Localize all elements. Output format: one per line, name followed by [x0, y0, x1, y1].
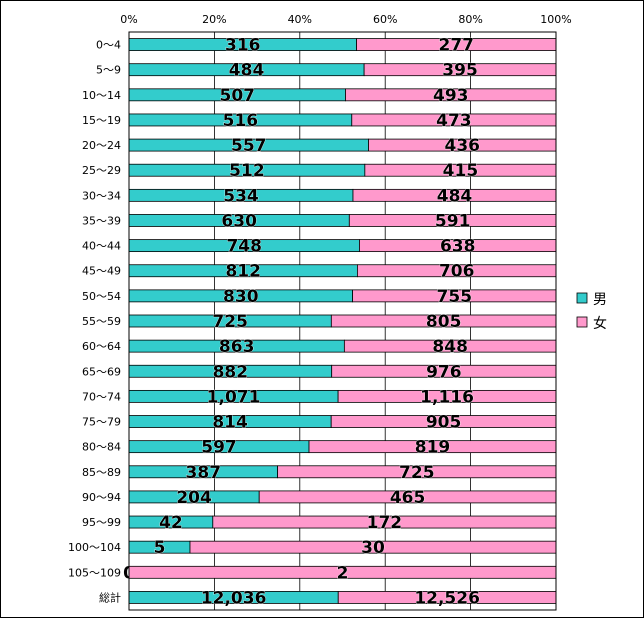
category-label: 50〜54 [82, 290, 121, 303]
category-label: 105〜109 [68, 566, 121, 579]
category-label: 総計 [99, 590, 121, 604]
data-label-female: 819 [415, 438, 451, 458]
category-label: 10〜14 [82, 89, 121, 102]
data-label-female: 493 [433, 86, 469, 106]
category-label: 55〜59 [82, 315, 121, 328]
data-label-male: 882 [213, 362, 249, 382]
data-label-female: 706 [439, 262, 475, 282]
data-label-female: 465 [390, 488, 426, 508]
data-label-female: 2 [337, 563, 349, 583]
data-label-female: 725 [399, 463, 435, 483]
data-label-male: 42 [159, 513, 183, 533]
category-label: 75〜79 [82, 416, 121, 429]
data-label-female: 277 [439, 36, 475, 56]
data-label-male: 204 [176, 488, 212, 508]
x-tick-label: 40% [288, 13, 312, 26]
category-label: 20〜24 [82, 139, 121, 152]
data-label-female: 30 [361, 538, 385, 558]
data-label-male: 814 [212, 413, 248, 433]
data-label-female: 473 [436, 111, 472, 131]
legend-label: 男 [593, 292, 607, 308]
data-label-male: 748 [226, 237, 262, 257]
data-label-female: 976 [426, 362, 462, 382]
data-label-female: 172 [367, 513, 403, 533]
data-label-female: 848 [432, 337, 468, 357]
data-label-male: 516 [223, 111, 259, 131]
data-label-male: 5 [154, 538, 166, 558]
x-tick-label: 0% [120, 13, 137, 26]
category-label: 65〜69 [82, 365, 121, 378]
category-label: 95〜99 [82, 516, 121, 529]
x-tick-label: 80% [458, 13, 482, 26]
data-label-female: 12,526 [414, 588, 480, 608]
category-label: 25〜29 [82, 164, 121, 177]
data-label-male: 557 [231, 136, 267, 156]
data-label-female: 755 [437, 287, 473, 307]
data-label-male: 534 [223, 186, 259, 206]
category-label: 15〜19 [82, 114, 121, 127]
category-label: 60〜64 [82, 340, 121, 353]
data-label-male: 812 [225, 262, 261, 282]
data-label-male: 507 [219, 86, 255, 106]
category-label: 0〜4 [96, 39, 121, 52]
data-label-male: 316 [225, 36, 261, 56]
legend-swatch [576, 292, 588, 304]
x-tick-label: 20% [202, 13, 226, 26]
category-label: 80〜84 [82, 441, 121, 454]
category-label: 35〜39 [82, 214, 121, 227]
category-label: 5〜9 [96, 64, 121, 77]
legend-swatch [576, 316, 588, 328]
data-label-male: 512 [229, 161, 265, 181]
data-label-female: 436 [445, 136, 481, 156]
data-label-female: 638 [440, 237, 476, 257]
plot-border [128, 31, 557, 611]
data-label-female: 805 [426, 312, 462, 332]
category-label: 90〜94 [82, 491, 121, 504]
category-label: 100〜104 [68, 541, 121, 554]
data-label-male: 387 [186, 463, 222, 483]
data-label-male: 863 [219, 337, 255, 357]
data-label-male: 630 [221, 211, 257, 231]
x-tick-label: 60% [373, 13, 397, 26]
data-label-male: 12,036 [201, 588, 267, 608]
data-label-male: 830 [223, 287, 259, 307]
x-tick-label: 100% [540, 13, 571, 26]
data-label-male: 1,071 [207, 387, 261, 407]
data-label-female: 415 [443, 161, 479, 181]
category-label: 40〜44 [82, 240, 121, 253]
data-label-female: 484 [437, 186, 473, 206]
data-label-male: 725 [212, 312, 248, 332]
data-label-female: 395 [442, 61, 478, 81]
data-label-male: 484 [229, 61, 265, 81]
category-label: 30〜34 [82, 189, 121, 202]
category-label: 85〜89 [82, 466, 121, 479]
legend-label: 女 [593, 315, 607, 332]
data-label-male: 597 [201, 438, 237, 458]
data-label-female: 905 [426, 413, 462, 433]
category-label: 70〜74 [82, 390, 121, 403]
data-label-female: 1,116 [420, 387, 474, 407]
category-label: 45〜49 [82, 265, 121, 278]
data-label-female: 591 [435, 211, 471, 231]
